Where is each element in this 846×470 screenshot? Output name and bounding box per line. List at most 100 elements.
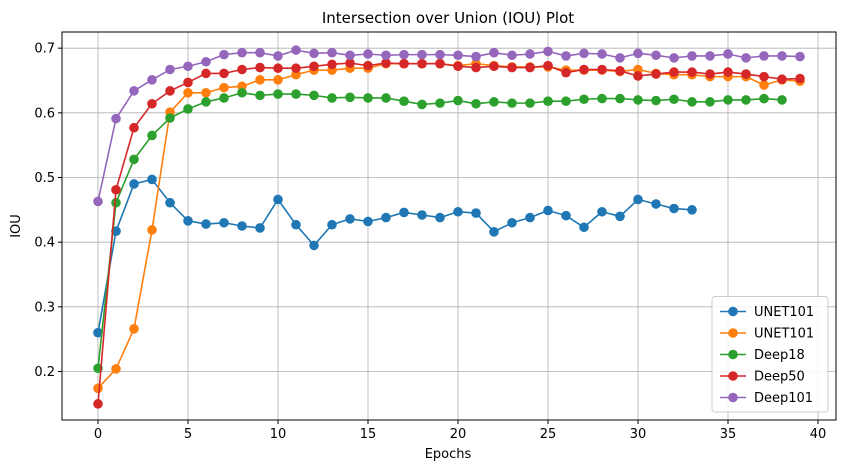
data-point xyxy=(111,184,121,195)
data-point xyxy=(183,77,193,88)
data-point xyxy=(507,217,517,228)
series-2 xyxy=(93,87,787,374)
data-point xyxy=(309,240,319,251)
data-point xyxy=(723,49,733,59)
data-point xyxy=(561,210,571,221)
data-point xyxy=(327,219,337,230)
data-point xyxy=(399,207,409,218)
data-point xyxy=(777,95,787,105)
data-point xyxy=(687,97,697,107)
data-point xyxy=(633,48,643,59)
legend-label: UNET101 xyxy=(754,327,814,342)
data-point xyxy=(435,212,445,223)
data-point xyxy=(633,194,643,205)
y-tick-label: 0.6 xyxy=(34,106,55,121)
legend-item: UNET101 xyxy=(720,305,814,320)
data-point xyxy=(201,219,211,229)
data-point xyxy=(669,53,679,63)
data-point xyxy=(687,205,697,215)
data-point xyxy=(759,93,769,104)
data-point xyxy=(669,67,679,77)
data-point xyxy=(327,47,337,58)
data-point xyxy=(255,90,265,101)
data-point xyxy=(759,80,769,90)
data-point xyxy=(579,94,589,105)
data-point xyxy=(381,58,391,68)
series-1 xyxy=(93,58,805,394)
data-point xyxy=(309,90,319,101)
data-point xyxy=(615,66,625,76)
data-point xyxy=(345,214,355,224)
data-point xyxy=(705,51,715,61)
data-point xyxy=(705,97,715,107)
data-point xyxy=(471,51,481,62)
legend-label: Deep18 xyxy=(754,348,805,363)
series-4 xyxy=(93,45,805,207)
data-point xyxy=(237,221,247,231)
legend-label: UNET101 xyxy=(754,305,814,320)
data-point xyxy=(489,47,499,58)
series-line xyxy=(97,178,693,333)
data-point xyxy=(435,58,445,69)
data-point xyxy=(363,93,373,103)
y-axis-label: IOU xyxy=(9,214,24,238)
legend-marker xyxy=(728,371,738,381)
axis-ticks: 0 5 10 15 20 25 30 35 40 0.2 0.3 0.4 0.5 0.6 0.7 xyxy=(34,42,826,442)
legend-box xyxy=(711,296,829,413)
data-point xyxy=(435,49,445,60)
legend-label: Deep50 xyxy=(754,370,805,385)
data-point xyxy=(201,97,211,107)
data-point xyxy=(561,51,571,61)
series-line xyxy=(97,62,801,404)
data-point xyxy=(723,95,733,105)
data-point xyxy=(795,73,805,84)
data-point xyxy=(201,87,211,98)
data-point xyxy=(741,95,751,105)
legend-item: Deep101 xyxy=(720,391,813,406)
data-point xyxy=(399,49,409,60)
data-point xyxy=(345,50,355,61)
data-point xyxy=(525,212,535,223)
data-point xyxy=(363,60,373,71)
data-point xyxy=(255,75,265,85)
data-point xyxy=(759,51,769,61)
legend-marker xyxy=(728,392,738,403)
data-point xyxy=(525,62,535,73)
data-point xyxy=(147,130,157,141)
x-tick-label: 15 xyxy=(360,427,377,442)
data-point xyxy=(417,210,427,220)
data-point xyxy=(669,94,679,105)
data-point xyxy=(597,93,607,104)
data-point xyxy=(255,62,265,73)
data-point xyxy=(183,61,193,72)
data-point xyxy=(93,196,103,207)
data-point xyxy=(129,154,139,165)
data-point xyxy=(327,59,337,70)
data-point xyxy=(291,63,301,74)
data-point xyxy=(363,216,373,227)
data-point xyxy=(651,199,661,209)
data-point xyxy=(417,99,427,110)
data-point xyxy=(291,219,301,230)
data-point xyxy=(741,53,751,63)
data-point xyxy=(237,47,247,58)
data-point xyxy=(327,93,337,103)
data-point xyxy=(255,223,265,233)
y-tick-label: 0.3 xyxy=(34,300,55,315)
data-point xyxy=(471,208,481,218)
data-point xyxy=(165,64,175,75)
series-layer xyxy=(93,45,805,409)
series-3 xyxy=(93,58,805,409)
data-point xyxy=(309,48,319,59)
legend-label: Deep101 xyxy=(754,391,813,406)
data-point xyxy=(453,61,463,72)
x-tick-label: 40 xyxy=(810,427,827,442)
data-point xyxy=(543,46,553,57)
data-point xyxy=(129,179,139,189)
data-point xyxy=(93,399,103,409)
data-point xyxy=(417,49,427,60)
data-point xyxy=(129,122,139,133)
series-line xyxy=(97,49,801,202)
data-point xyxy=(759,71,769,82)
